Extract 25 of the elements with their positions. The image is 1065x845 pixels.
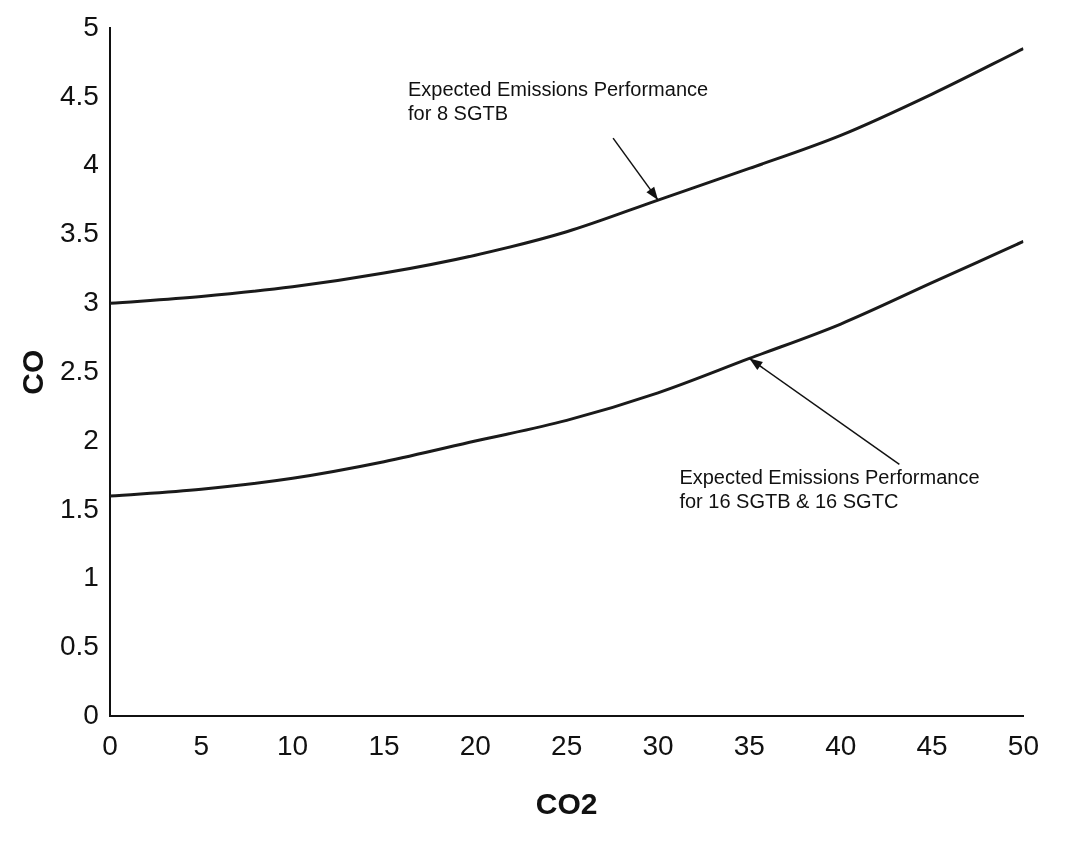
annotation: Expected Emissions Performance for 8 SGTB xyxy=(408,77,709,124)
y-tick-label: 1.5 xyxy=(59,492,99,524)
y-tick-label: 0 xyxy=(83,699,99,731)
x-tick-label: 25 xyxy=(551,729,583,761)
y-tick-label: 3.5 xyxy=(59,217,99,249)
x-tick-label: 10 xyxy=(277,729,309,761)
y-tick-label: 2 xyxy=(83,423,99,455)
y-tick-label: 2.5 xyxy=(59,354,99,386)
y-tick-label: 3 xyxy=(83,286,99,318)
annotation: Expected Emissions Performance for 16 SGTB & 16 SGTC xyxy=(679,465,980,512)
x-tick-label: 40 xyxy=(825,729,857,761)
y-tick-label: 1 xyxy=(83,561,99,593)
y-tick-label: 4.5 xyxy=(59,79,99,111)
x-tick-label: 45 xyxy=(916,729,948,761)
x-tick-label: 20 xyxy=(459,729,491,761)
y-tick-label: 5 xyxy=(83,10,99,42)
x-tick-label: 5 xyxy=(193,729,210,761)
x-axis-title: CO2 xyxy=(535,787,598,821)
x-tick-label: 35 xyxy=(733,729,765,761)
x-tick-label: 50 xyxy=(1007,729,1040,761)
y-axis-title: CO xyxy=(16,349,50,395)
x-tick-label: 30 xyxy=(642,729,674,761)
y-tick-label: 0.5 xyxy=(59,630,99,662)
y-tick-label: 4 xyxy=(83,148,99,180)
x-tick-label: 15 xyxy=(368,729,400,761)
